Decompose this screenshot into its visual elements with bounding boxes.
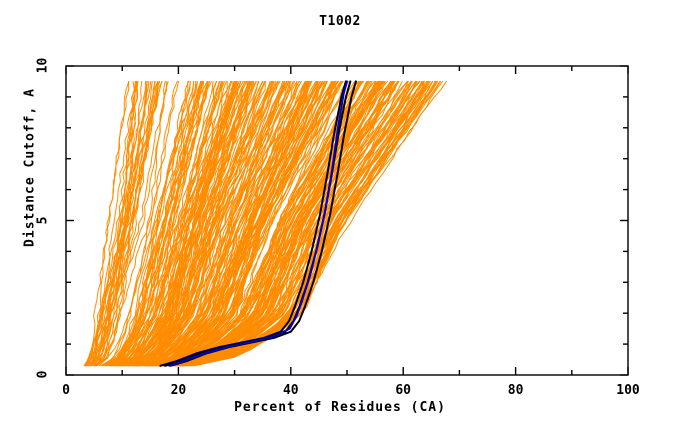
ensemble-curve (94, 80, 152, 367)
ensemble-curve (133, 80, 267, 367)
ensemble-curve (180, 80, 400, 367)
ensemble-curve (149, 80, 338, 367)
ensemble-curve (167, 80, 400, 367)
ensemble-curve (135, 80, 279, 367)
y-tick-label: 0 (35, 370, 51, 379)
ensemble-curve (163, 80, 377, 367)
ensemble-curve (139, 80, 292, 367)
x-tick-label: 40 (282, 383, 299, 398)
ensemble-curve (100, 80, 197, 367)
ensemble-curve (92, 80, 159, 367)
ensemble-curve (170, 80, 377, 367)
ensemble-curve (84, 80, 136, 367)
ensemble-curve (147, 80, 326, 367)
ensemble-curve (177, 80, 399, 367)
ensemble-curve (121, 80, 242, 367)
ensemble-curve (182, 80, 424, 367)
ensemble-curve (90, 80, 135, 367)
ensemble-curve (106, 80, 191, 367)
ensemble-curve (115, 80, 238, 367)
ensemble-curve (116, 80, 225, 367)
ensemble-curve (93, 80, 143, 367)
ensemble-curve (130, 80, 252, 367)
x-tick-label: 60 (395, 383, 412, 398)
ensemble-curve (160, 80, 359, 367)
ensemble-curve (135, 80, 287, 367)
reference-curve (159, 80, 347, 367)
ensemble-curve (181, 80, 416, 367)
ensemble-curve (103, 80, 201, 367)
ensemble-curve (105, 80, 195, 367)
ensemble-curve (125, 80, 273, 367)
page-title: T1002 (319, 14, 361, 29)
ensemble-curve (87, 80, 130, 367)
ensemble-curve (125, 80, 234, 367)
ensemble-curve (152, 80, 343, 367)
ensemble-curve (110, 80, 195, 367)
ensemble-curve (125, 80, 253, 367)
ensemble-curve (120, 80, 240, 367)
ensemble-curve (193, 80, 438, 367)
x-tick-label: 80 (507, 383, 524, 398)
ensemble-curve (147, 80, 310, 367)
ensemble-curve (96, 80, 180, 367)
ensemble-curve (139, 80, 294, 367)
x-tick-label: 0 (62, 383, 70, 398)
ensemble-curve (116, 80, 236, 367)
x-tick-label: 20 (170, 383, 187, 398)
target-curve (168, 80, 348, 367)
ensemble-curve (126, 80, 273, 367)
ensemble-curve (128, 80, 250, 367)
ensemble-curve (172, 80, 373, 367)
ensemble-curve (161, 80, 348, 367)
ensemble-curve (94, 80, 159, 367)
x-tick-label: 100 (616, 383, 640, 398)
ensemble-curve (146, 80, 309, 367)
ensemble-curve (105, 80, 178, 367)
ensemble-curve (178, 80, 430, 367)
ensemble-curve (95, 80, 156, 367)
ensemble-curves (83, 80, 447, 367)
ensemble-curve (182, 80, 409, 367)
ensemble-curve (146, 80, 336, 367)
ensemble-curve (131, 80, 254, 367)
ensemble-curve (148, 80, 312, 367)
ensemble-curve (146, 80, 336, 367)
ensemble-curve (171, 80, 381, 367)
ensemble-curve (136, 80, 286, 367)
target-curve (168, 80, 348, 367)
ensemble-curve (107, 80, 210, 367)
y-tick-label: 5 (35, 216, 51, 224)
ensemble-curve (117, 80, 209, 367)
ensemble-curve (107, 80, 208, 367)
ensemble-curve (118, 80, 222, 367)
ensemble-curve (169, 80, 386, 367)
y-tick-label: 10 (35, 57, 51, 74)
ensemble-curve (191, 80, 444, 367)
ensemble-curve (94, 80, 169, 367)
ensemble-curve (129, 80, 289, 367)
axis-ticks (65, 65, 629, 376)
x-axis-label: Percent of Residues (CA) (234, 400, 446, 415)
